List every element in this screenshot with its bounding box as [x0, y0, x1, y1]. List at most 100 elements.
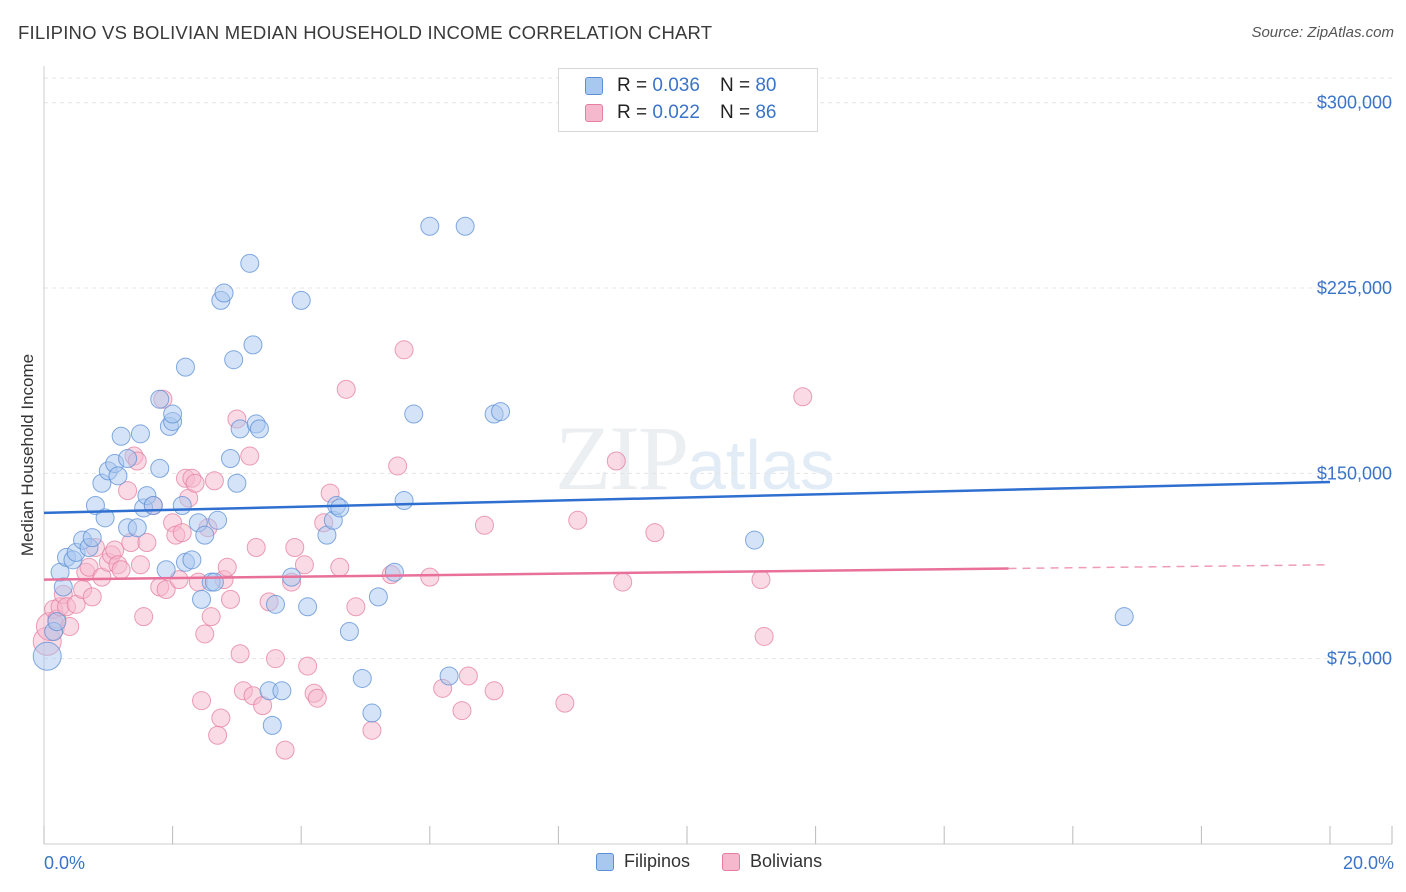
points-layer [32, 216, 1134, 760]
filipino-point [420, 216, 440, 236]
bolivian-point [265, 649, 285, 669]
filipino-point [127, 518, 147, 538]
filipino-point [143, 495, 163, 515]
y-tick-label: $225,000 [1317, 278, 1392, 298]
legend-n-value-filipinos: 80 [755, 75, 777, 96]
filipino-point [118, 449, 138, 469]
filipino-point [1114, 607, 1134, 627]
filipino-point [208, 510, 228, 530]
legend-n-label: N = [719, 102, 751, 123]
trend-layer [43, 480, 1331, 581]
filipino-point [368, 587, 388, 607]
bolivian-point [484, 681, 504, 701]
bolivian-point [336, 379, 356, 399]
bolivian-point [793, 387, 813, 407]
watermark-logo: ZIPatlas [555, 405, 835, 511]
filipino-point [394, 491, 414, 511]
bolivian-point [208, 725, 228, 745]
bolivian-point [82, 587, 102, 607]
bolivian-point [118, 481, 138, 501]
filipino-point [298, 597, 318, 617]
source-label: Source: ZipAtlas.com [1251, 24, 1394, 41]
filipino-point [262, 715, 282, 735]
legend-row-bolivians: R = 0.022 N = 86 [585, 100, 776, 126]
legend-swatch-bolivians [585, 104, 603, 122]
filipino-point [362, 703, 382, 723]
watermark-atlas: atlas [687, 426, 835, 504]
series-swatch-bolivians [722, 852, 741, 871]
filipino-point [265, 594, 285, 614]
series-label-filipinos: Filipinos [624, 851, 691, 871]
bolivian-point [420, 567, 440, 587]
filipino-point [130, 424, 150, 444]
bolivian-point [568, 510, 588, 530]
bolivian-point [156, 579, 176, 599]
bolivian-point [275, 740, 295, 760]
bolivian-point [246, 537, 266, 557]
bolivians-trendline [43, 567, 1009, 581]
series-legend-filipinos[interactable]: Filipinos [596, 851, 690, 872]
bolivian-point [240, 446, 260, 466]
filipino-point [192, 589, 212, 609]
filipinos-trendline [43, 480, 1331, 515]
bolivian-point [298, 656, 318, 676]
axis-layer [43, 66, 1393, 845]
x-tick-label: 0.0% [44, 853, 85, 873]
filipino-point [195, 525, 215, 545]
filipino-point [32, 641, 62, 671]
bolivian-point [185, 473, 205, 493]
bolivian-point [388, 456, 408, 476]
filipino-point [53, 577, 73, 597]
legend-swatch-filipinos [585, 77, 603, 95]
series-label-bolivians: Bolivians [750, 851, 823, 871]
legend-r-label: R = [617, 75, 648, 96]
filipino-point [455, 216, 475, 236]
y-tick-label: $75,000 [1327, 649, 1392, 669]
filipino-point [82, 528, 102, 548]
bolivian-point [172, 523, 192, 543]
filipino-point [150, 458, 170, 478]
bolivian-point [330, 557, 350, 577]
bolivian-point [645, 523, 665, 543]
bolivian-point [458, 666, 478, 686]
series-legend-bolivians[interactable]: Bolivians [722, 851, 822, 872]
legend-n-value-bolivians: 86 [755, 102, 777, 123]
label-layer: $75,000 $150,000 $225,000 $300,000 0.0% 20.0% [44, 93, 1394, 873]
filipino-point [204, 572, 224, 592]
bolivian-point [230, 644, 250, 664]
bolivian-point [169, 570, 189, 590]
bolivian-point [474, 515, 494, 535]
filipino-point [214, 283, 234, 303]
filipino-point [156, 560, 176, 580]
bolivian-point [613, 572, 633, 592]
filipino-point [384, 562, 404, 582]
x-tick-label: 20.0% [1343, 853, 1394, 873]
bolivian-point [211, 708, 231, 728]
filipino-point [330, 498, 350, 518]
filipino-point [95, 508, 115, 528]
bolivian-point [217, 557, 237, 577]
bolivian-point [130, 555, 150, 575]
bolivian-point [555, 693, 575, 713]
filipino-point [352, 668, 372, 688]
legend-r-value-filipinos: 0.036 [652, 75, 700, 96]
filipino-point [175, 357, 195, 377]
bolivian-point [134, 607, 154, 627]
bolivian-point [204, 471, 224, 491]
bolivian-point [220, 589, 240, 609]
filipino-point [272, 681, 292, 701]
bolivian-point [201, 607, 221, 627]
correlation-legend: R = 0.036 N = 80 R = 0.022 N = 86 [558, 68, 818, 132]
y-tick-label: $300,000 [1317, 93, 1392, 113]
bolivian-point [362, 720, 382, 740]
bolivian-point [192, 691, 212, 711]
y-tick-label: $150,000 [1317, 463, 1392, 483]
filipino-point [249, 419, 269, 439]
filipino-point [47, 612, 67, 632]
bolivian-point [394, 340, 414, 360]
bolivian-point [285, 537, 305, 557]
filipino-point [220, 449, 240, 469]
chart-title: FILIPINO VS BOLIVIAN MEDIAN HOUSEHOLD IN… [18, 22, 713, 43]
filipino-point [339, 621, 359, 641]
